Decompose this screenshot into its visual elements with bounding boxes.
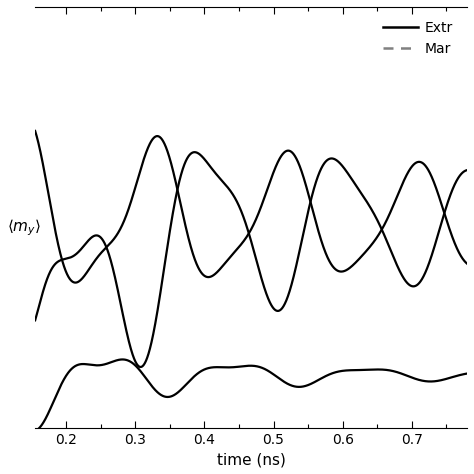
Legend: Extr, Mar: Extr, Mar	[376, 14, 460, 63]
X-axis label: time (ns): time (ns)	[217, 452, 285, 467]
Y-axis label: $\langle m_y \rangle$: $\langle m_y \rangle$	[7, 217, 41, 238]
